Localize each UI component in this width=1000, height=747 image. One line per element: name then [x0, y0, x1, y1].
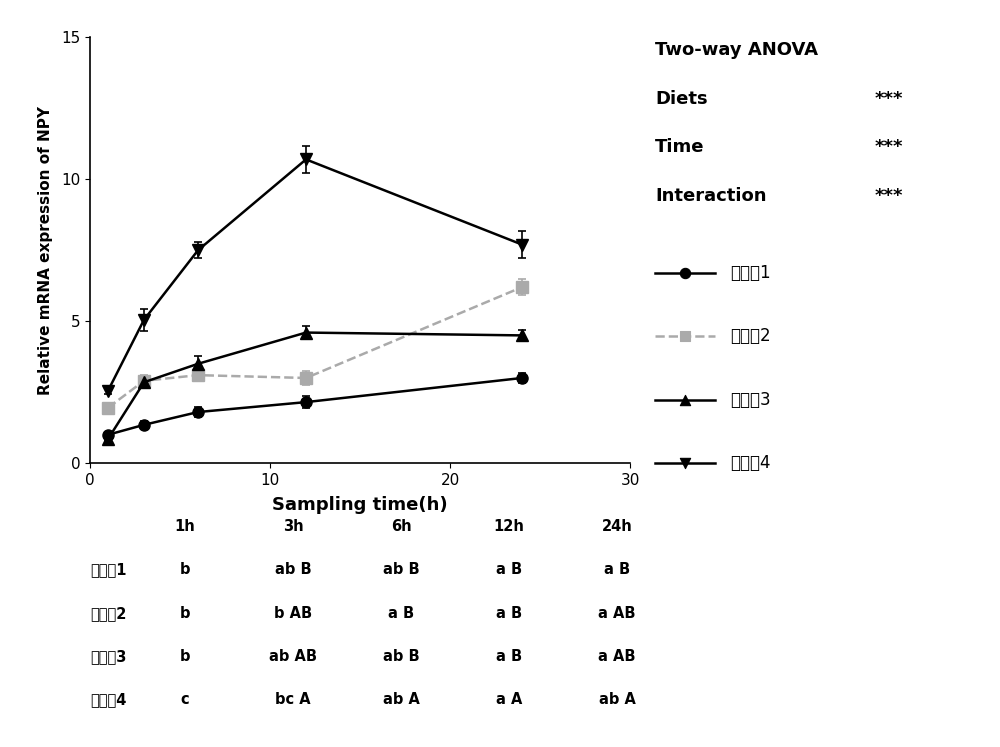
Text: 实施例4: 实施例4 — [730, 454, 770, 472]
Text: ***: *** — [875, 90, 904, 108]
Text: c: c — [181, 692, 189, 707]
Text: a B: a B — [388, 606, 414, 621]
Text: a B: a B — [496, 562, 522, 577]
Text: a AB: a AB — [598, 649, 636, 664]
Text: ***: *** — [875, 138, 904, 156]
Point — [677, 394, 693, 406]
Point — [677, 267, 693, 279]
Text: ab AB: ab AB — [269, 649, 317, 664]
Text: a A: a A — [496, 692, 522, 707]
Text: Interaction: Interaction — [655, 187, 767, 205]
Text: 6h: 6h — [391, 519, 411, 534]
Text: ab A: ab A — [599, 692, 635, 707]
Text: ***: *** — [875, 187, 904, 205]
Text: b: b — [180, 606, 190, 621]
Text: b: b — [180, 649, 190, 664]
Text: a B: a B — [604, 562, 630, 577]
Text: a AB: a AB — [598, 606, 636, 621]
Text: 12h: 12h — [494, 519, 524, 534]
Text: bc A: bc A — [275, 692, 311, 707]
Text: a B: a B — [496, 606, 522, 621]
Text: 实施例2: 实施例2 — [90, 606, 126, 621]
Text: ab B: ab B — [383, 562, 419, 577]
Text: 实施例4: 实施例4 — [90, 692, 126, 707]
Text: Two-way ANOVA: Two-way ANOVA — [655, 41, 818, 59]
Y-axis label: Relative mRNA expression of NPY: Relative mRNA expression of NPY — [38, 106, 53, 394]
Text: ab A: ab A — [383, 692, 419, 707]
Text: 24h: 24h — [602, 519, 632, 534]
Text: b AB: b AB — [274, 606, 312, 621]
Text: 1h: 1h — [175, 519, 195, 534]
Point — [677, 457, 693, 469]
Text: a B: a B — [496, 649, 522, 664]
Text: 实施例2: 实施例2 — [730, 327, 771, 345]
Text: 实施例3: 实施例3 — [730, 391, 771, 409]
X-axis label: Sampling time(h): Sampling time(h) — [272, 496, 448, 514]
Point — [677, 330, 693, 342]
Text: Diets: Diets — [655, 90, 708, 108]
Text: 实施例1: 实施例1 — [90, 562, 126, 577]
Text: 实施例1: 实施例1 — [730, 264, 771, 282]
Text: ab B: ab B — [275, 562, 311, 577]
Text: ab B: ab B — [383, 649, 419, 664]
Text: Time: Time — [655, 138, 704, 156]
Text: 实施例3: 实施例3 — [90, 649, 126, 664]
Text: b: b — [180, 562, 190, 577]
Text: 3h: 3h — [283, 519, 303, 534]
